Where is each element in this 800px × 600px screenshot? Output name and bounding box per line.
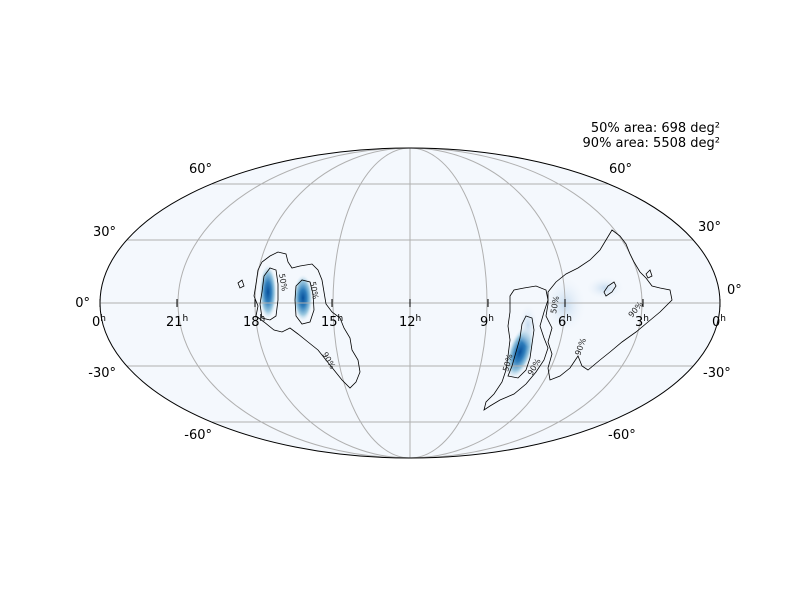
- contours: [237, 229, 673, 411]
- ra-ticks: [99, 299, 721, 307]
- dec-label-right-30: 30°: [698, 220, 721, 235]
- ra-label-12: 12h: [399, 314, 421, 330]
- ra-label-6: 6h: [558, 314, 572, 330]
- ra-label-3: 3h: [635, 314, 649, 330]
- dec-label-right-m60: -60°: [608, 428, 636, 443]
- contour-small-east: [645, 269, 653, 279]
- contour-small-west: [237, 279, 245, 289]
- contour-50-west-a: [259, 267, 279, 321]
- contour-label-50-d: 50%: [549, 295, 561, 314]
- ra-labels: 0h 21h 18h 15h 12h 9h 6h 3h 0h: [92, 314, 726, 330]
- dec-label-left-0: 0°: [75, 296, 90, 311]
- ra-label-0-left: 0h: [92, 314, 106, 330]
- area-50-text: 50% area: 698 deg²: [591, 121, 720, 136]
- density-blob-5: [585, 276, 625, 300]
- dec-label-left-30: 30°: [93, 225, 116, 240]
- dec-label-left-m30: -30°: [88, 366, 116, 381]
- contour-50-east: [507, 315, 535, 379]
- contour-label-50-a: 50%: [277, 273, 289, 292]
- density-blob-2: [293, 274, 313, 322]
- dec-label-left-60: 60°: [189, 162, 212, 177]
- contour-50-west-b: [294, 279, 315, 325]
- contour-50-far-east: [603, 281, 617, 297]
- meridian-12h: [332, 148, 488, 458]
- ra-label-21: 21h: [166, 314, 188, 330]
- contour-90-far-east: [545, 229, 673, 381]
- ra-label-0-right: 0h: [712, 314, 726, 330]
- dec-label-right-0: 0°: [727, 283, 742, 298]
- ra-label-18: 18h: [243, 314, 265, 330]
- contour-90-east: [483, 285, 549, 411]
- contour-90-west: [253, 251, 361, 389]
- contour-label-50-b: 50%: [308, 281, 320, 300]
- ra-label-9: 9h: [480, 314, 494, 330]
- dec-label-left-m60: -60°: [184, 428, 212, 443]
- area-90-text: 90% area: 5508 deg²: [583, 136, 720, 151]
- ra-label-15: 15h: [321, 314, 343, 330]
- dec-label-right-60: 60°: [609, 162, 632, 177]
- dec-labels: 60° 60° 30° 30° 0° 0° -30° -30° -60° -60…: [75, 162, 742, 443]
- dec-label-right-m30: -30°: [703, 366, 731, 381]
- meridian-6h: [177, 148, 643, 458]
- density-blob-4: [518, 303, 538, 347]
